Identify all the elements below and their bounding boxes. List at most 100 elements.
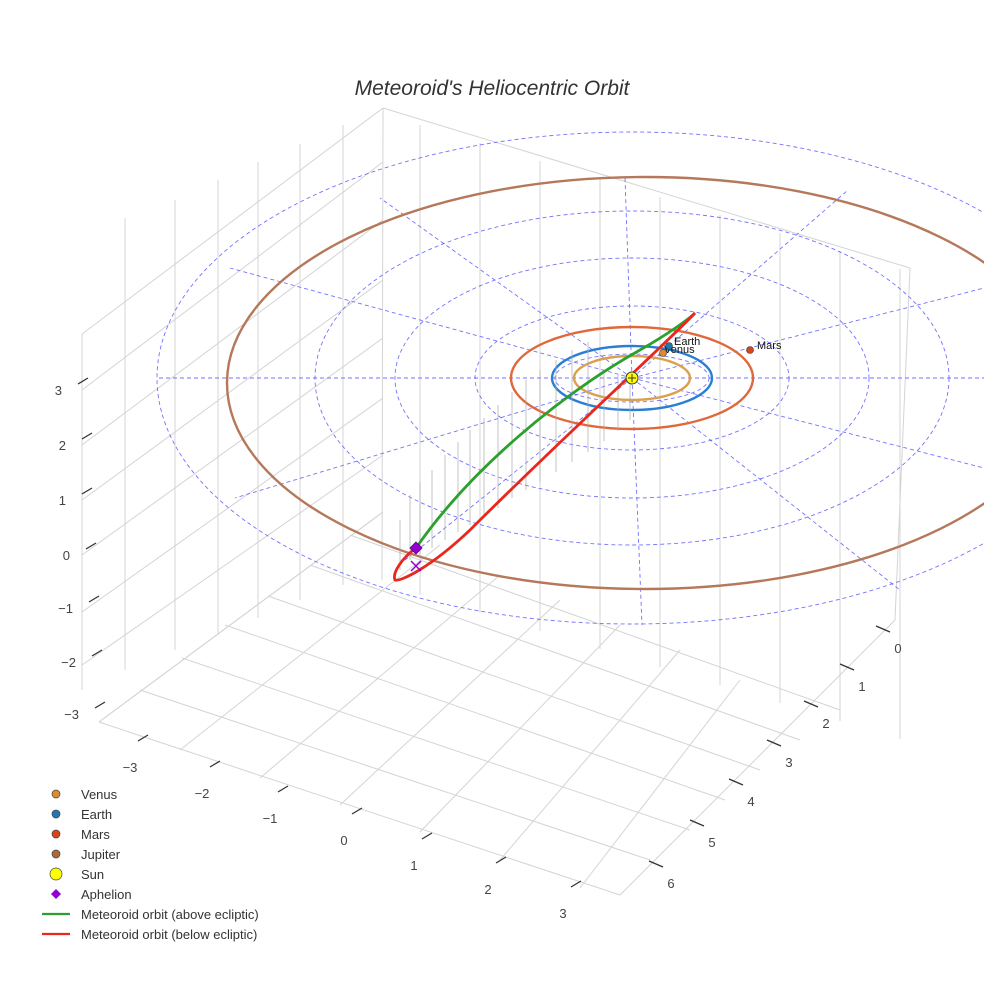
box-grid-line [81, 107, 384, 335]
z-tick-mark [77, 377, 89, 385]
box-floor-line [349, 534, 841, 711]
box-grid-line [894, 267, 911, 621]
aphelion-projection-marker [410, 560, 422, 572]
box-grid-line [81, 397, 384, 613]
box-floor-line [267, 595, 761, 771]
meteoroid-drop-lines [399, 342, 631, 570]
aphelion-marker [409, 541, 423, 555]
z-tick-label: −3 [64, 707, 79, 722]
axis-box-grid [81, 107, 911, 896]
orbit-jupiter [225, 175, 984, 591]
planet-label-mars: Mars [757, 340, 782, 352]
axis-ticks: 3 2 1 0 −1 −2 −3 −3 −2 −1 0 1 2 3 0 1 2 3 4 5 6 [55, 377, 902, 921]
y-tick-label: 1 [858, 679, 865, 694]
box-floor-line [579, 679, 741, 889]
legend-marker [51, 849, 61, 859]
y-tick-label: 6 [667, 876, 674, 891]
z-tick-mark [85, 542, 97, 550]
legend-label: Jupiter [81, 847, 121, 862]
legend-label: Meteoroid orbit (below ecliptic) [81, 927, 257, 942]
box-floor-line [179, 544, 441, 751]
planet-venus [659, 349, 667, 357]
x-tick-label: −1 [263, 811, 278, 826]
z-tick-mark [94, 701, 106, 709]
box-grid-line [382, 107, 911, 269]
z-tick-mark [91, 649, 103, 657]
sun-cross [628, 374, 636, 382]
orbit-mars [509, 325, 755, 431]
y-tick-label: 2 [822, 716, 829, 731]
legend-marker [51, 789, 61, 799]
meteoroid-orbit-below [393, 312, 697, 582]
polar-spoke [631, 287, 984, 379]
z-tick-label: −2 [61, 655, 76, 670]
legend-label: Venus [81, 787, 118, 802]
x-tick-label: −2 [195, 786, 210, 801]
box-grid-line [81, 161, 384, 391]
legend-label: Meteoroid orbit (above ecliptic) [81, 907, 259, 922]
x-tick-mark [421, 832, 433, 840]
box-floor-line [181, 657, 691, 831]
box-floor-line [139, 689, 651, 861]
meteoroid-orbit-above [414, 311, 696, 549]
y-tick-mark [648, 860, 664, 868]
x-tick-label: 1 [410, 858, 417, 873]
legend-marker [49, 867, 63, 881]
polar-ring [394, 257, 870, 499]
y-tick-mark [689, 819, 705, 827]
legend-marker [51, 829, 61, 839]
z-tick-mark [81, 487, 93, 495]
legend-label: Aphelion [81, 887, 132, 902]
polar-spoke [631, 189, 849, 379]
box-floor-line [98, 511, 384, 723]
y-tick-label: 5 [708, 835, 715, 850]
y-tick-mark [766, 739, 782, 747]
box-floor-line [339, 599, 561, 806]
box-floor-line [98, 721, 621, 896]
polar-spoke [631, 377, 984, 469]
polar-spoke [379, 197, 633, 379]
box-grid-line [81, 337, 384, 556]
box-floor-line [309, 564, 801, 741]
z-tick-label: −1 [58, 601, 73, 616]
box-grid-line [81, 219, 384, 446]
z-tick-mark [81, 432, 93, 440]
y-tick-label: 0 [894, 641, 901, 656]
polar-spoke [631, 377, 901, 591]
z-tick-label: 0 [63, 548, 70, 563]
chart-title: Meteoroid's Heliocentric Orbit [355, 77, 631, 100]
box-floor-line [499, 649, 681, 861]
y-tick-mark [728, 778, 744, 786]
planet-orbits [225, 175, 984, 591]
planet-label-earth: Earth [674, 336, 700, 348]
y-tick-mark [875, 625, 891, 633]
x-tick-label: 0 [340, 833, 347, 848]
x-tick-label: −3 [123, 760, 138, 775]
legend-label: Mars [81, 827, 110, 842]
x-tick-mark [209, 760, 221, 768]
orbit-earth [550, 344, 714, 412]
polar-spoke [624, 177, 633, 379]
x-tick-mark [495, 856, 507, 864]
box-grid-line [81, 454, 384, 666]
meteoroid-orbit [393, 311, 697, 582]
y-tick-mark [803, 700, 819, 708]
x-tick-mark [137, 734, 149, 742]
z-tick-label: 2 [59, 438, 66, 453]
polar-spoke [234, 377, 633, 499]
x-tick-mark [351, 807, 363, 815]
planet-mars [746, 346, 754, 354]
x-tick-mark [570, 880, 582, 888]
legend-marker [51, 889, 61, 899]
box-floor-line [224, 624, 726, 801]
x-tick-mark [277, 785, 289, 793]
box-grid-line [81, 279, 384, 501]
legend-marker [51, 809, 61, 819]
z-tick-label: 3 [55, 383, 62, 398]
x-tick-label: 3 [559, 906, 566, 921]
y-tick-mark [839, 663, 855, 671]
y-tick-label: 3 [785, 755, 792, 770]
box-floor-line [619, 619, 896, 896]
